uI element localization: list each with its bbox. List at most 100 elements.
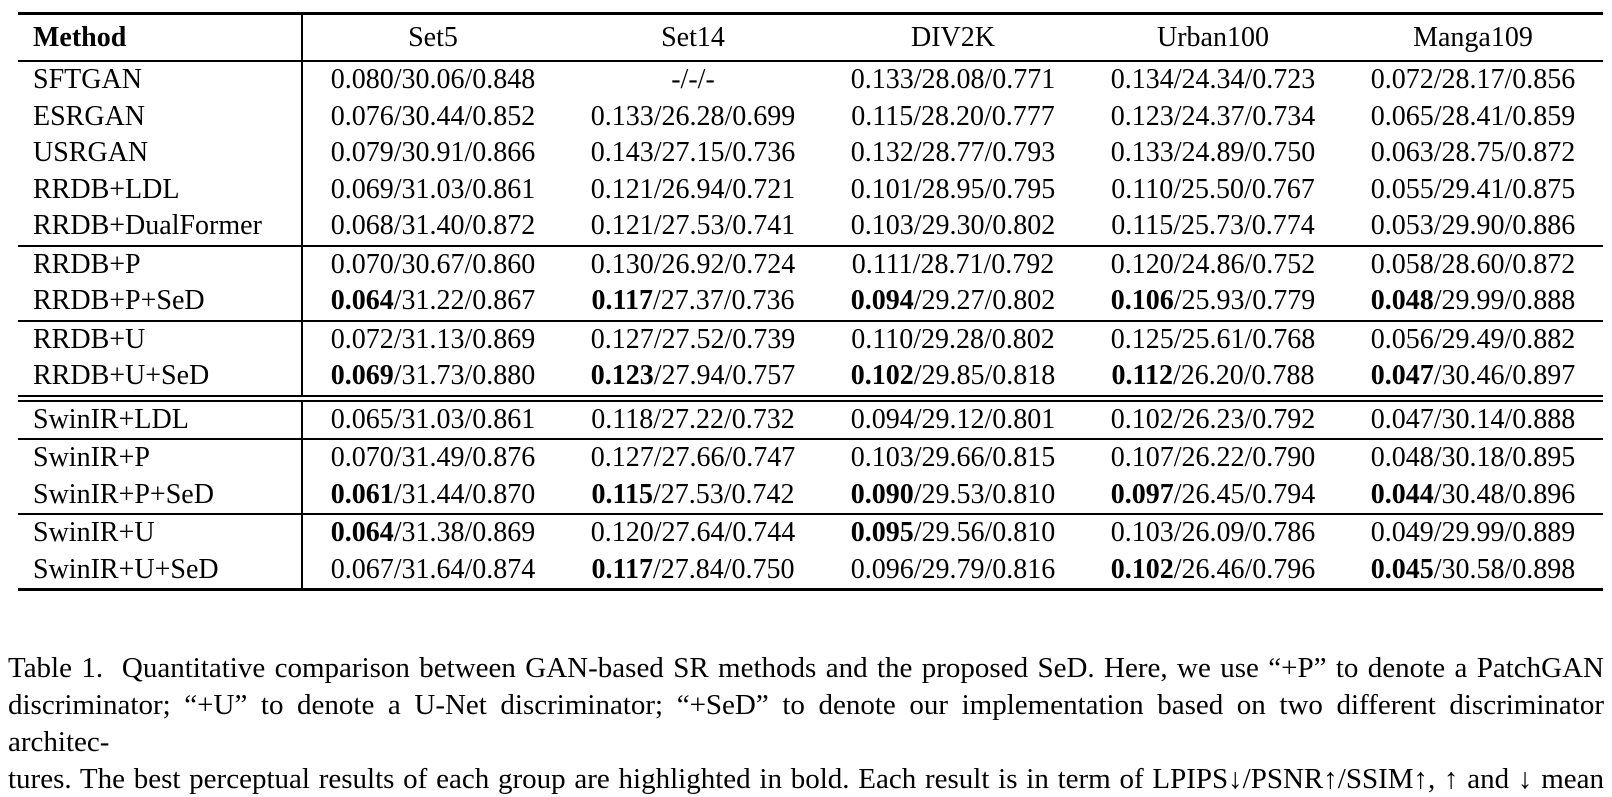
metric-values: /29.99/0.888 (1433, 285, 1576, 317)
result-cell: 0.097/26.45/0.794 (1083, 477, 1343, 514)
metric-values: /26.45/0.794 (1173, 478, 1316, 510)
method-name: SwinIR+P+SeD (18, 476, 303, 513)
result-cell: 0.115/28.20/0.777 (823, 99, 1083, 136)
result-cell: 0.045/30.58/0.898 (1343, 552, 1603, 589)
table-row: RRDB+DualFormer 0.068/31.40/0.872 0.121/27… (18, 208, 1603, 245)
result-cell: 0.063/28.75/0.872 (1343, 135, 1603, 172)
metric-values: 0.134/24.34/0.723 (1110, 64, 1316, 96)
metric-values: 0.063/28.75/0.872 (1370, 137, 1576, 169)
result-cell: 0.069/31.73/0.880 (303, 358, 563, 395)
result-cell: 0.067/31.64/0.874 (303, 552, 563, 589)
metric-values: 0.123/24.37/0.734 (1110, 100, 1316, 132)
metric-values: 0.070/31.49/0.876 (330, 442, 536, 474)
best-lpips-value: 0.097 (1110, 478, 1174, 510)
result-cell: 0.061/31.44/0.870 (303, 477, 563, 514)
result-cell: 0.047/30.14/0.888 (1343, 402, 1603, 439)
metric-values: 0.125/25.61/0.768 (1110, 323, 1316, 355)
result-cell: 0.133/26.28/0.699 (563, 99, 823, 136)
group-separator-rule (18, 319, 1603, 322)
best-lpips-value: 0.064 (330, 517, 394, 549)
metric-values: 0.102/26.23/0.792 (1110, 403, 1316, 435)
result-cell: 0.115/25.73/0.774 (1083, 208, 1343, 245)
metric-values: 0.068/31.40/0.872 (330, 210, 536, 242)
metric-values: 0.127/27.52/0.739 (590, 323, 796, 355)
table-row: RRDB+U+SeD 0.069/31.73/0.880 0.123/27.94/0… (18, 358, 1603, 395)
method-name: SwinIR+LDL (18, 401, 303, 438)
result-cell: 0.058/28.60/0.872 (1343, 247, 1603, 284)
metric-values: 0.120/27.64/0.744 (590, 517, 796, 549)
result-cell: 0.102/29.85/0.818 (823, 358, 1083, 395)
result-cell: 0.101/28.95/0.795 (823, 172, 1083, 209)
metric-values: /31.73/0.880 (393, 360, 536, 392)
table-row: SFTGAN 0.080/30.06/0.848 -/-/- 0.133/28.08/… (18, 62, 1603, 99)
metric-values: 0.120/24.86/0.752 (1110, 248, 1316, 280)
best-lpips-value: 0.044 (1370, 478, 1434, 510)
result-cell: 0.079/30.91/0.866 (303, 135, 563, 172)
result-cell: 0.120/24.86/0.752 (1083, 247, 1343, 284)
table-row: RRDB+U 0.072/31.13/0.869 0.127/27.52/0.739… (18, 321, 1603, 359)
result-cell: 0.069/31.03/0.861 (303, 172, 563, 209)
table-body: SFTGAN 0.080/30.06/0.848 -/-/- 0.133/28.08/… (18, 62, 1603, 588)
caption-line: discriminator; “+U” to denote a U-Net di… (8, 689, 1604, 758)
result-cell: 0.106/25.93/0.779 (1083, 283, 1343, 320)
metric-values: 0.094/29.12/0.801 (850, 403, 1056, 435)
result-cell: 0.072/31.13/0.869 (303, 322, 563, 359)
result-cell: -/-/- (563, 62, 823, 99)
metric-values: 0.056/29.49/0.882 (1370, 323, 1576, 355)
metric-values: 0.110/29.28/0.802 (851, 323, 1055, 355)
best-lpips-value: 0.095 (850, 517, 914, 549)
metric-values: 0.072/31.13/0.869 (330, 323, 536, 355)
result-cell: 0.111/28.71/0.792 (823, 247, 1083, 284)
result-cell: 0.117/27.37/0.736 (563, 283, 823, 320)
best-lpips-value: 0.045 (1370, 553, 1434, 585)
result-cell: 0.094/29.12/0.801 (823, 402, 1083, 439)
metric-values: /26.20/0.788 (1172, 360, 1315, 392)
best-lpips-value: 0.047 (1370, 360, 1434, 392)
result-cell: 0.125/25.61/0.768 (1083, 322, 1343, 359)
metric-values: 0.115/25.73/0.774 (1111, 210, 1315, 242)
result-cell: 0.094/29.27/0.802 (823, 283, 1083, 320)
metric-values: /29.85/0.818 (913, 360, 1056, 392)
result-cell: 0.132/28.77/0.793 (823, 135, 1083, 172)
metric-values: /29.53/0.810 (913, 478, 1056, 510)
result-cell: 0.123/27.94/0.757 (563, 358, 823, 395)
result-cell: 0.134/24.34/0.723 (1083, 62, 1343, 99)
table-row: SwinIR+P 0.070/31.49/0.876 0.127/27.66/0.7… (18, 440, 1603, 477)
result-cell: 0.080/30.06/0.848 (303, 62, 563, 99)
method-name: RRDB+P+SeD (18, 283, 303, 320)
result-cell: 0.127/27.66/0.747 (563, 440, 823, 477)
result-cell: 0.103/29.30/0.802 (823, 208, 1083, 245)
result-cell: 0.121/27.53/0.741 (563, 208, 823, 245)
result-cell: 0.072/28.17/0.856 (1343, 62, 1603, 99)
metric-values: 0.048/30.18/0.895 (1370, 442, 1576, 474)
metric-values: 0.130/26.92/0.724 (590, 248, 796, 280)
result-cell: 0.044/30.48/0.896 (1343, 477, 1603, 514)
result-cell: 0.048/30.18/0.895 (1343, 440, 1603, 477)
result-cell: 0.095/29.56/0.810 (823, 515, 1083, 552)
best-lpips-value: 0.106 (1110, 285, 1174, 317)
best-lpips-value: 0.123 (590, 360, 654, 392)
result-cell: 0.096/29.79/0.816 (823, 552, 1083, 589)
table-row: SwinIR+LDL 0.065/31.03/0.861 0.118/27.22/0… (18, 401, 1603, 439)
result-cell: 0.117/27.84/0.750 (563, 552, 823, 589)
caption-line: tures. The best perceptual results of ea… (8, 763, 1604, 795)
group-separator-rule (18, 244, 1603, 247)
result-cell: 0.103/26.09/0.786 (1083, 515, 1343, 552)
metric-values: 0.132/28.77/0.793 (850, 137, 1056, 169)
metric-values: 0.055/29.41/0.875 (1370, 173, 1576, 205)
table-row: SwinIR+U 0.064/31.38/0.869 0.120/27.64/0.7… (18, 515, 1603, 552)
metric-values: 0.080/30.06/0.848 (330, 64, 536, 96)
group-separator-double-rule (18, 394, 1603, 402)
method-name: SwinIR+U+SeD (18, 551, 303, 588)
metric-values: 0.053/29.90/0.886 (1370, 210, 1576, 242)
results-table: Method Set5 Set14 DIV2K Urban100 Manga10… (18, 12, 1603, 591)
result-cell: 0.064/31.22/0.867 (303, 283, 563, 320)
result-cell: 0.065/31.03/0.861 (303, 402, 563, 439)
result-cell: 0.120/27.64/0.744 (563, 515, 823, 552)
metric-values: 0.118/27.22/0.732 (591, 403, 795, 435)
method-name: SwinIR+P (18, 440, 303, 477)
result-cell: 0.133/24.89/0.750 (1083, 135, 1343, 172)
metric-values: 0.101/28.95/0.795 (850, 173, 1056, 205)
caption-line: Table 1. Quantitative comparison between… (8, 652, 1604, 684)
result-cell: 0.068/31.40/0.872 (303, 208, 563, 245)
